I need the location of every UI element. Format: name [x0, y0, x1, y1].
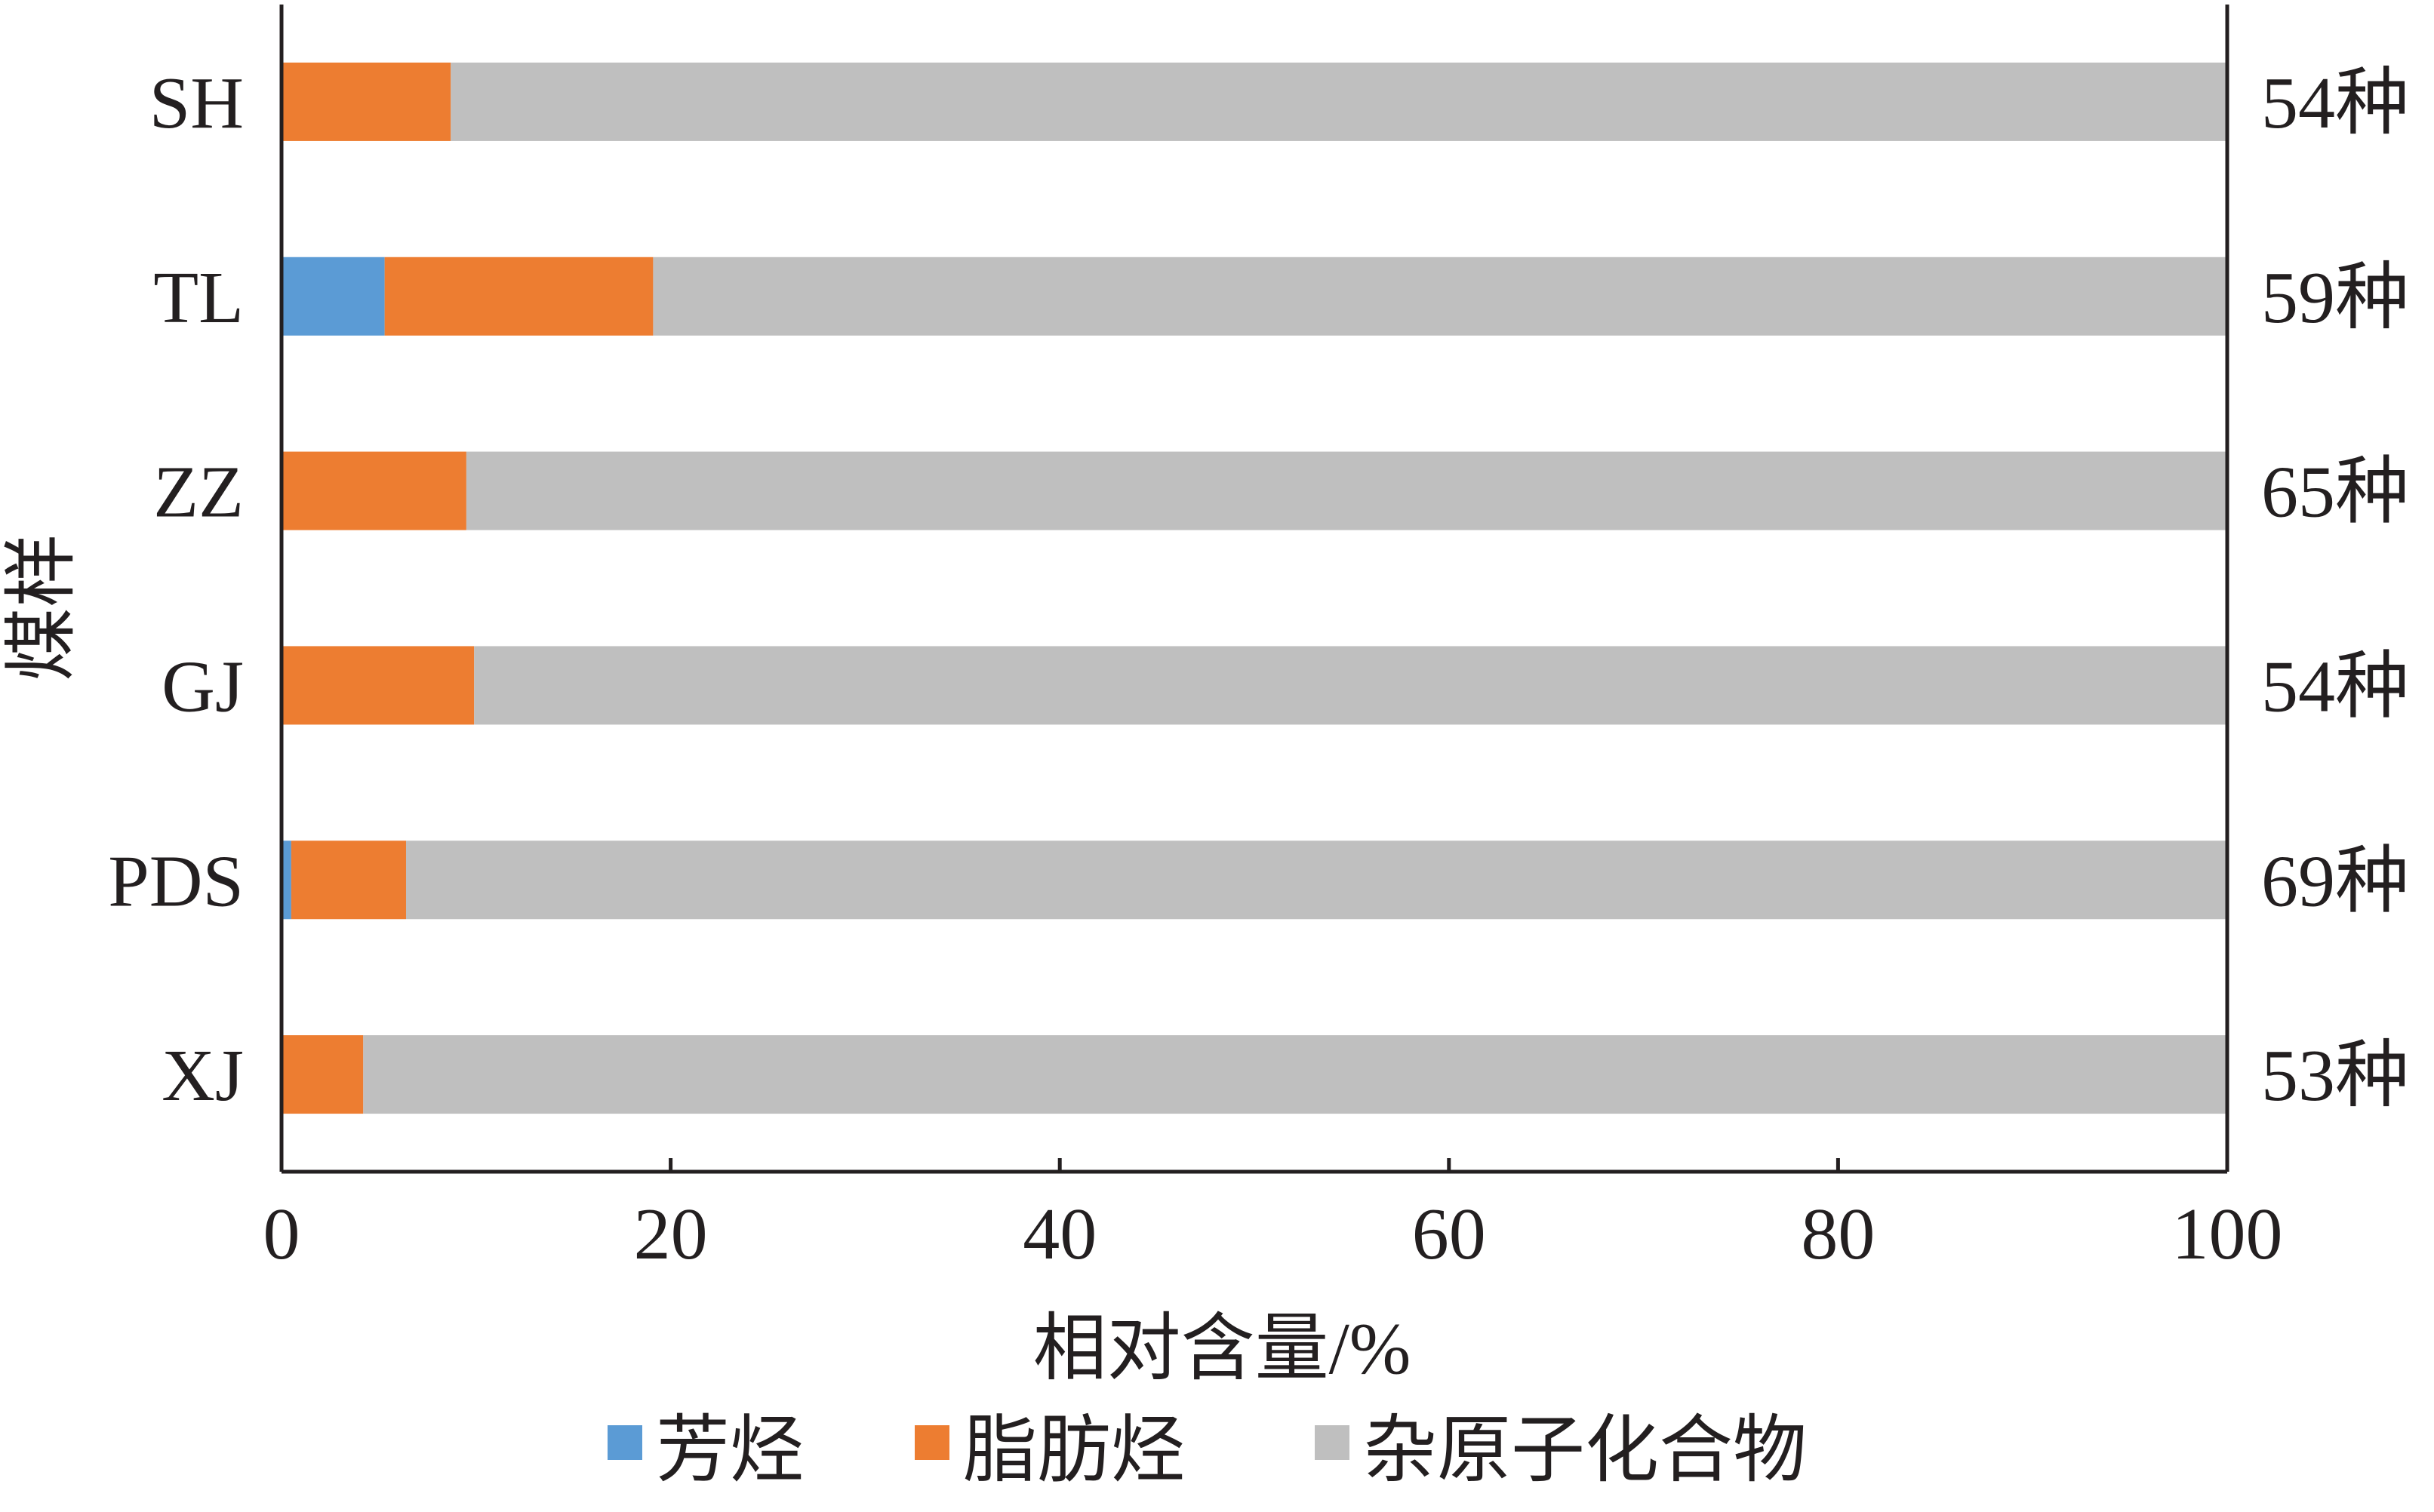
bar-gj-series-1: [282, 646, 475, 725]
legend-label: 芳烃: [656, 1410, 804, 1492]
bar-tl-series-2: [653, 257, 2228, 336]
bar-zz-series-1: [282, 451, 466, 530]
y-tick-label: GJ: [162, 646, 244, 727]
y-tick-label: XJ: [162, 1035, 244, 1117]
y-tick-label: PDS: [108, 841, 244, 922]
right-count-label: 59种: [2261, 257, 2409, 339]
x-tick-label: 40: [1023, 1194, 1097, 1275]
bar-pds-series-0: [282, 841, 291, 920]
bar-xj-series-1: [282, 1035, 364, 1114]
x-tick-label: 0: [263, 1194, 300, 1275]
right-count-label: 69种: [2261, 841, 2409, 922]
right-count-label: 54种: [2261, 63, 2409, 144]
y-tick-label: ZZ: [153, 452, 244, 533]
y-tick-label: SH: [149, 63, 244, 144]
x-axis-title: 相对含量/%: [1033, 1308, 1411, 1390]
bar-sh-series-2: [451, 62, 2227, 141]
legend-swatch: [915, 1425, 949, 1460]
bar-tl-series-0: [282, 257, 385, 336]
y-axis-title: 煤样: [2, 533, 83, 681]
bar-tl-series-1: [384, 257, 654, 336]
x-tick-label: 60: [1412, 1194, 1486, 1275]
legend-swatch: [1315, 1425, 1349, 1460]
x-tick-label: 20: [634, 1194, 708, 1275]
bar-sh-series-1: [282, 62, 451, 141]
bar-xj-series-2: [363, 1035, 2228, 1114]
legend-label: 脂肪烃: [963, 1410, 1185, 1492]
bar-pds-series-1: [291, 841, 406, 920]
bar-pds-series-2: [405, 841, 2228, 920]
legend-swatch: [608, 1425, 642, 1460]
bars-group: [282, 62, 2228, 1114]
legend: 芳烃 脂肪烃 杂原子化合物: [608, 1410, 1807, 1492]
right-count-label: 53种: [2261, 1035, 2409, 1117]
bar-zz-series-2: [466, 451, 2228, 530]
x-tick-label: 100: [2172, 1194, 2283, 1275]
legend-label: 杂原子化合物: [1363, 1410, 1807, 1492]
bar-gj-series-2: [474, 646, 2228, 725]
right-count-label: 65种: [2261, 452, 2409, 533]
x-tick-label: 80: [1801, 1194, 1875, 1275]
right-count-label: 54种: [2261, 646, 2409, 727]
y-tick-label: TL: [153, 257, 244, 339]
axes-group: SH 54种 TL 59种 ZZ 65种 GJ 54种 PDS 69种 XJ 53种 0 20 40 60 80…: [108, 5, 2409, 1275]
